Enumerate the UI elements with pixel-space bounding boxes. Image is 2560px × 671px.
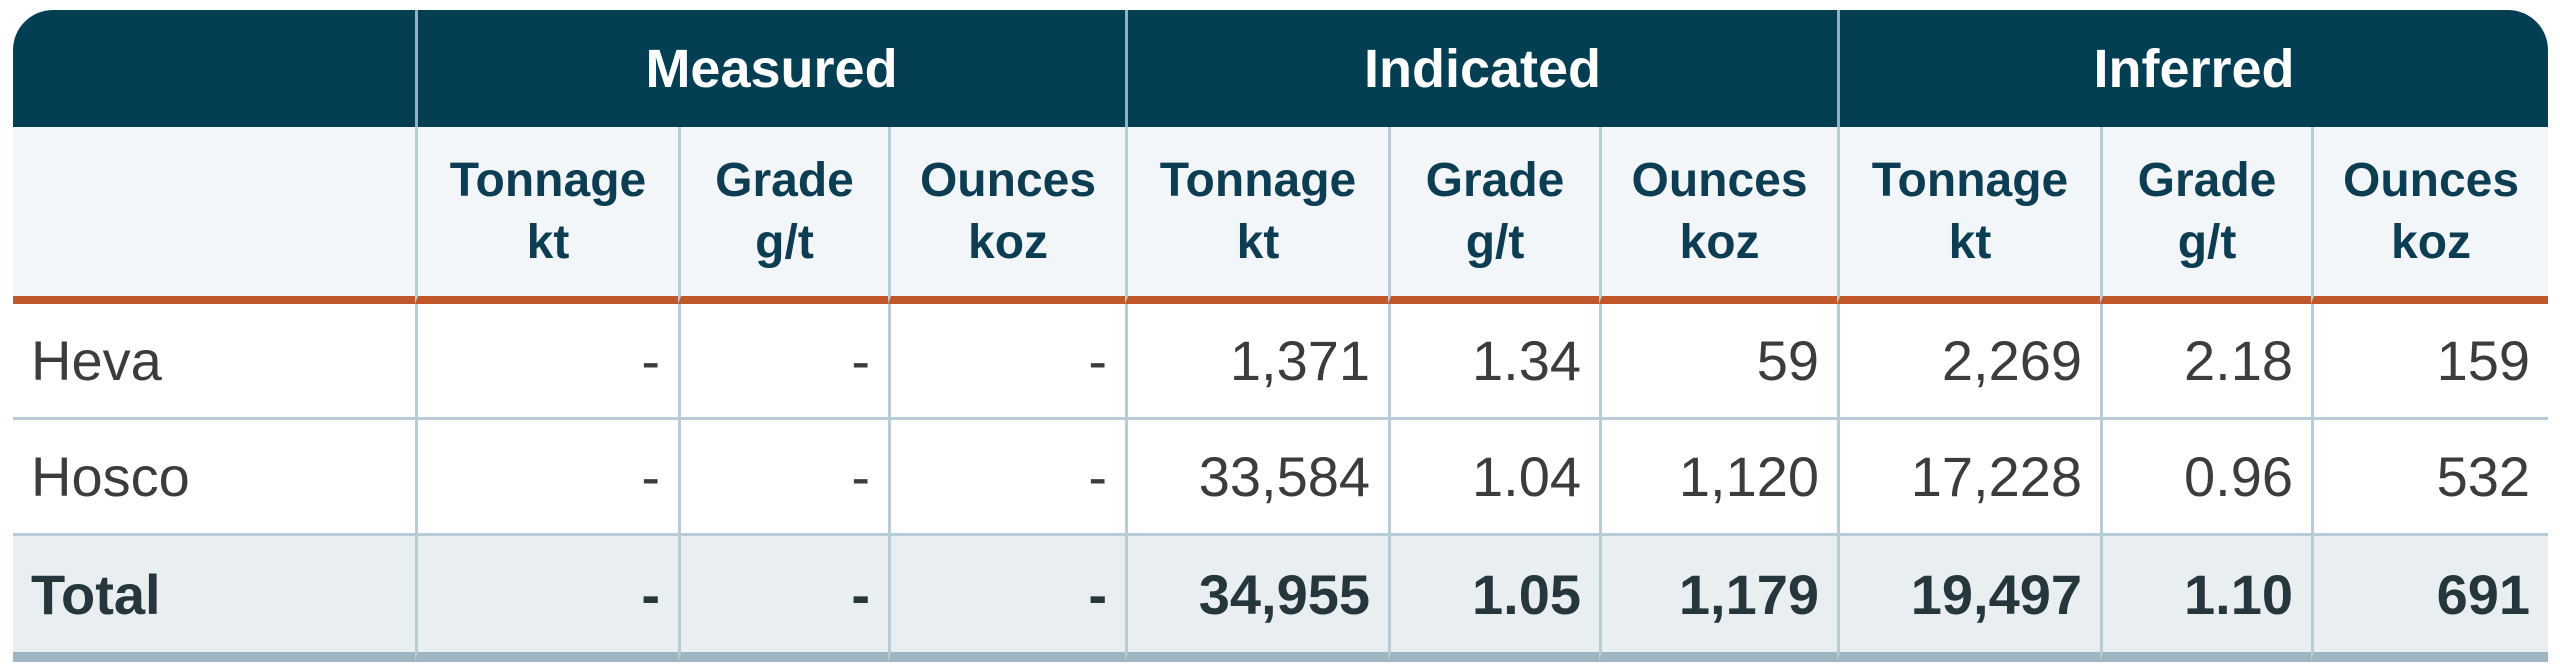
column-header: Grade g/t (678, 127, 888, 304)
cell: - (415, 304, 678, 420)
cell: 159 (2311, 304, 2549, 420)
column-name: Tonnage (449, 153, 647, 207)
column-unit: g/t (1465, 215, 1525, 269)
cell: 34,955 (1125, 536, 1389, 662)
cell: 33,584 (1125, 420, 1389, 536)
column-unit: kt (526, 215, 570, 269)
column-name: Ounces (1631, 153, 1808, 207)
column-unit: g/t (2177, 215, 2237, 269)
cell: 2,269 (1837, 304, 2101, 420)
cell: 1,120 (1599, 420, 1838, 536)
cell: 1,371 (1125, 304, 1389, 420)
group-header-row: Measured Indicated Inferred (13, 10, 2549, 127)
cell: 1.34 (1388, 304, 1600, 420)
column-header: Ounces koz (2311, 127, 2549, 304)
resource-table-wrap: Measured Indicated Inferred Tonnage kt Grade g… (13, 10, 2549, 662)
column-name: Grade (715, 153, 854, 207)
column-header: Ounces koz (888, 127, 1126, 304)
cell: 532 (2311, 420, 2549, 536)
column-header: Grade g/t (2100, 127, 2312, 304)
cell: - (415, 536, 678, 662)
column-unit: kt (1236, 215, 1280, 269)
cell: - (888, 536, 1126, 662)
cell: 1,179 (1599, 536, 1838, 662)
cell: 1.04 (1388, 420, 1600, 536)
corner-cell (13, 10, 415, 127)
column-unit: koz (2391, 215, 2472, 269)
cell: - (888, 304, 1126, 420)
cell: - (678, 304, 888, 420)
row-label: Hosco (13, 420, 415, 536)
column-unit: koz (1679, 215, 1760, 269)
cell: 1.05 (1388, 536, 1600, 662)
cell: 19,497 (1837, 536, 2101, 662)
row-label: Total (13, 536, 415, 662)
cell: 691 (2311, 536, 2549, 662)
column-header: Tonnage kt (1125, 127, 1389, 304)
column-unit: koz (968, 215, 1049, 269)
data-row: Hosco - - -33,584 1.04 1,120 17,228 0.96 532 (13, 420, 2549, 536)
column-header: Tonnage kt (415, 127, 678, 304)
cell: - (888, 420, 1126, 536)
column-header: Tonnage kt (1837, 127, 2101, 304)
column-unit: kt (1948, 215, 1992, 269)
cell: 59 (1599, 304, 1838, 420)
column-name: Ounces (919, 153, 1097, 207)
corner-cell (13, 127, 415, 304)
column-name: Tonnage (1159, 153, 1357, 207)
total-row: Total - - -34,955 1.05 1,179 19,497 1.10 691 (13, 536, 2549, 662)
cell: - (678, 536, 888, 662)
column-name: Tonnage (1871, 153, 2069, 207)
column-name: Grade (2137, 153, 2277, 207)
column-header: Ounces koz (1599, 127, 1838, 304)
cell: - (678, 420, 888, 536)
group-header: Inferred (1837, 10, 2549, 127)
column-header: Grade g/t (1388, 127, 1600, 304)
cell: 17,228 (1837, 420, 2101, 536)
cell: 0.96 (2100, 420, 2312, 536)
column-name: Grade (1425, 153, 1565, 207)
group-header: Indicated (1125, 10, 1838, 127)
column-name: Ounces (2342, 153, 2520, 207)
data-row: Heva - - -1,371 1.34 59 2,269 2.18 159 (13, 304, 2549, 420)
cell: - (415, 420, 678, 536)
group-header: Measured (415, 10, 1126, 127)
cell: 2.18 (2100, 304, 2312, 420)
row-label: Heva (13, 304, 415, 420)
column-header-row: Tonnage kt Grade g/t Ounces koz Tonnage kt Grade… (13, 127, 2549, 304)
column-unit: g/t (755, 215, 814, 269)
cell: 1.10 (2100, 536, 2312, 662)
resource-table: Measured Indicated Inferred Tonnage kt Grade g… (13, 10, 2549, 662)
